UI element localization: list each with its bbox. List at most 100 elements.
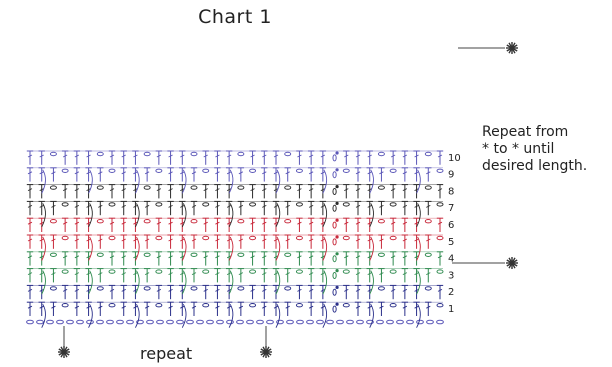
- stitch-tick: [27, 272, 33, 276]
- stitch-tick: [156, 288, 162, 292]
- stitch-tick: [402, 238, 408, 242]
- stitch-tick: [308, 288, 314, 292]
- stitch-tick: [355, 221, 361, 225]
- stitch-tick: [144, 238, 150, 242]
- stitch-tick: [180, 204, 185, 208]
- chain-stitch: [249, 202, 257, 207]
- stitch-tick: [86, 221, 91, 225]
- stitch-tick: [109, 288, 115, 292]
- foundation-chain-stitch: [116, 319, 124, 325]
- stitch-tick: [109, 154, 115, 158]
- stitch-tick: [144, 272, 150, 276]
- foundation-chain-stitch: [106, 319, 114, 325]
- stitch-tick: [297, 255, 302, 259]
- post-stitch-arc: [135, 203, 140, 228]
- slip-stitch: [335, 168, 339, 172]
- row-number: 9: [448, 170, 454, 181]
- stitch-tick: [320, 171, 326, 175]
- post-stitch-arc: [416, 236, 421, 261]
- stitch-tick: [86, 204, 91, 208]
- stitch-tick: [320, 288, 326, 292]
- post-stitch-arc: [416, 303, 421, 328]
- chain-stitch: [49, 286, 57, 291]
- stitch-tick: [414, 272, 419, 276]
- slip-stitch: [335, 235, 339, 239]
- stitch-tick: [355, 288, 361, 292]
- stitch-row: [26, 167, 444, 194]
- post-stitch-arc: [181, 270, 187, 295]
- stitch-tick: [414, 154, 419, 158]
- stitch-tick: [180, 255, 185, 259]
- post-stitch-arc: [181, 303, 187, 328]
- foundation-chain-stitch: [346, 319, 354, 325]
- chain-stitch: [389, 202, 397, 207]
- repeat-note-line-2: * to * until: [482, 141, 555, 157]
- stitch-tick: [62, 188, 68, 192]
- stitch-tick: [390, 255, 396, 259]
- chain-stitch: [342, 303, 350, 308]
- chain-stitch: [424, 151, 432, 157]
- chain-stitch: [108, 303, 116, 308]
- chain-stitch: [155, 303, 163, 308]
- post-stitch-arc: [275, 236, 281, 261]
- stitch-tick: [226, 288, 232, 292]
- stitch-tick: [168, 154, 173, 158]
- stitch-tick: [414, 188, 419, 192]
- post-stitch-arc: [88, 169, 93, 194]
- foundation-chain-stitch: [396, 319, 404, 325]
- chain-stitch: [342, 235, 350, 241]
- foundation-chain-stitch: [266, 319, 274, 325]
- chain-stitch: [295, 202, 303, 207]
- stitch-tick: [156, 255, 162, 259]
- stitch-tick: [168, 272, 173, 276]
- stitch-tick: [203, 255, 208, 259]
- chain-stitch: [284, 219, 292, 224]
- post-stitch-arc: [369, 169, 374, 194]
- stitch-tick: [133, 255, 138, 259]
- stitch-tick: [390, 188, 396, 192]
- foundation-chain-stitch: [136, 319, 144, 325]
- chain-stitch: [143, 286, 151, 291]
- chain-stitch: [96, 151, 104, 157]
- post-stitch-arc: [369, 203, 374, 228]
- stitch-tick: [191, 171, 197, 175]
- stitch-tick: [180, 305, 185, 309]
- chain-stitch: [190, 151, 198, 157]
- stitch-pattern: [26, 150, 444, 328]
- stitch-tick: [308, 204, 314, 208]
- stitch-tick: [402, 188, 408, 192]
- stitch-tick: [262, 305, 267, 309]
- stitch-tick: [156, 221, 162, 225]
- stitch-tick: [27, 188, 33, 192]
- stitch-tick: [109, 255, 115, 259]
- asterisk-marker-icon: [58, 346, 70, 358]
- chain-stitch: [108, 235, 116, 241]
- chain-stitch: [284, 151, 292, 157]
- chain-stitch: [237, 252, 245, 258]
- stitch-tick: [86, 154, 91, 158]
- stitch-tick: [226, 154, 232, 158]
- chain-stitch: [61, 303, 69, 308]
- chain-stitch: [436, 269, 444, 274]
- stitch-tick: [133, 221, 138, 225]
- stitch-tick: [39, 204, 44, 208]
- stitch-tick: [308, 305, 314, 309]
- chain-stitch: [249, 269, 257, 274]
- post-stitch-arc: [416, 270, 421, 295]
- stitch-tick: [344, 255, 349, 259]
- chart-title: Chart 1: [198, 6, 272, 28]
- chain-stitch: [155, 269, 163, 274]
- stitch-tick: [191, 272, 197, 276]
- stitch-tick: [180, 288, 185, 292]
- stitch-tick: [215, 255, 220, 259]
- stitch-tick: [320, 255, 326, 259]
- chain-stitch: [249, 168, 257, 174]
- stitch-tick: [62, 255, 68, 259]
- foundation-chain-stitch: [316, 319, 324, 325]
- stitch-tick: [121, 288, 126, 292]
- chain-stitch: [389, 235, 397, 241]
- stitch-tick: [273, 154, 279, 158]
- stitch-tick: [215, 272, 220, 276]
- stitch-tick: [379, 204, 384, 208]
- stitch-tick: [39, 171, 44, 175]
